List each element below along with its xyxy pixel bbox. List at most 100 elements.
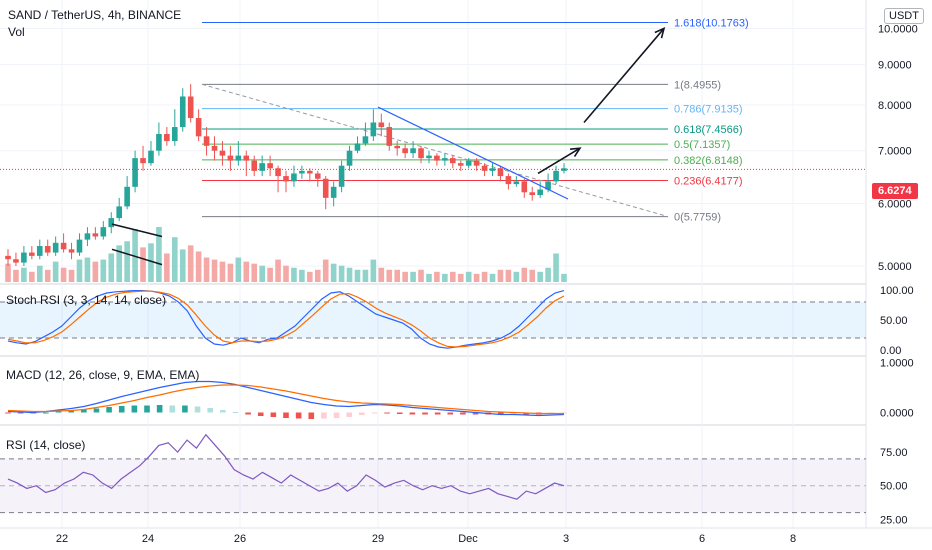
time-tick-label: 24 bbox=[142, 533, 154, 545]
candle-body bbox=[36, 246, 43, 256]
candle-body bbox=[299, 170, 305, 174]
volume-bar bbox=[283, 265, 289, 282]
macd-histogram-bar bbox=[498, 412, 504, 415]
currency-badge[interactable]: USDT bbox=[884, 8, 924, 24]
volume-bar bbox=[442, 273, 448, 282]
candle-body bbox=[545, 181, 551, 190]
candle-body bbox=[195, 118, 202, 137]
candle-body bbox=[251, 160, 258, 171]
candle-body bbox=[52, 242, 59, 253]
macd-histogram-bar bbox=[396, 412, 403, 414]
volume-bar bbox=[529, 269, 536, 282]
volume-bar bbox=[394, 269, 400, 282]
macd-histogram-bar bbox=[434, 412, 441, 415]
candle-body bbox=[513, 181, 520, 185]
volume-bar bbox=[100, 259, 107, 282]
candle-body bbox=[521, 181, 528, 193]
candle-body bbox=[132, 158, 138, 187]
flag-line-lower bbox=[111, 248, 163, 266]
candle-body bbox=[21, 252, 27, 263]
macd-histogram-bar bbox=[245, 412, 251, 415]
volume-bar bbox=[545, 267, 551, 282]
volume-bar bbox=[346, 267, 353, 282]
candle-body bbox=[219, 150, 226, 156]
macd-histogram-bar bbox=[81, 409, 87, 413]
volume-bar bbox=[21, 267, 27, 282]
fib-level-label: 0.236(6.4177) bbox=[674, 175, 743, 187]
stoch-rsi-label[interactable]: Stoch RSI (3, 3, 14, 14, close) bbox=[6, 293, 167, 307]
candle-body bbox=[505, 176, 512, 185]
macd-histogram-bar bbox=[472, 412, 479, 415]
candle-body bbox=[124, 186, 130, 207]
volume-bar bbox=[44, 269, 51, 282]
time-tick-label: 29 bbox=[372, 533, 384, 545]
candle-body bbox=[537, 189, 543, 196]
candle-body bbox=[410, 148, 416, 154]
volume-bar bbox=[124, 241, 130, 282]
candle-body bbox=[362, 136, 369, 144]
rsi-label[interactable]: RSI (14, close) bbox=[6, 438, 86, 452]
candle-body bbox=[322, 178, 329, 198]
trend-line bbox=[377, 106, 569, 200]
volume-bar bbox=[465, 271, 472, 282]
macd-label[interactable]: MACD (12, 26, close, 9, EMA, EMA) bbox=[6, 368, 200, 382]
candle-body bbox=[140, 158, 146, 164]
last-price-tag: 6.6274 bbox=[872, 183, 918, 199]
time-tick-label: 26 bbox=[234, 533, 246, 545]
volume-bar bbox=[92, 261, 99, 282]
volume-bar bbox=[307, 271, 313, 282]
candle-body bbox=[172, 127, 178, 142]
volume-bar bbox=[561, 273, 567, 282]
candle-body bbox=[267, 163, 273, 169]
candle-body bbox=[457, 163, 464, 166]
macd-histogram-bar bbox=[17, 412, 24, 414]
volume-bar bbox=[314, 269, 321, 282]
volume-bar bbox=[203, 257, 210, 282]
candle-body bbox=[275, 168, 281, 177]
candle-body bbox=[370, 122, 377, 137]
stoch-rsi-tick-label: 0.00 bbox=[880, 345, 901, 357]
candle-body bbox=[187, 96, 194, 119]
volume-bar bbox=[172, 237, 178, 282]
candle-body bbox=[76, 239, 83, 253]
volume-bar bbox=[410, 271, 416, 282]
candle-body bbox=[442, 158, 448, 161]
volume-bar bbox=[36, 265, 43, 282]
macd-histogram-bar bbox=[207, 408, 213, 413]
stoch-rsi-tick-label: 100.00 bbox=[880, 285, 914, 297]
candle-body bbox=[553, 170, 559, 182]
candle-body bbox=[346, 150, 353, 166]
stoch-rsi-tick-label: 50.00 bbox=[880, 315, 908, 327]
chart-title: SAND / TetherUS, 4h, BINANCE bbox=[8, 8, 182, 22]
macd-histogram-bar bbox=[270, 412, 277, 417]
macd-histogram-bar bbox=[169, 405, 176, 413]
candle-body bbox=[227, 155, 234, 161]
time-tick-label: 22 bbox=[56, 533, 68, 545]
candle-body bbox=[5, 255, 11, 260]
fib-level-label: 1.618(10.1763) bbox=[674, 17, 749, 29]
macd-histogram-bar bbox=[182, 405, 188, 413]
macd-histogram-bar bbox=[384, 412, 390, 414]
macd-histogram-bar bbox=[447, 412, 454, 415]
candle-body bbox=[402, 148, 408, 154]
macd-tick-label: 0.0000 bbox=[880, 408, 914, 420]
time-tick-label: Dec bbox=[458, 533, 478, 545]
fib-level-label: 0.5(7.1357) bbox=[674, 139, 730, 151]
macd-histogram-bar bbox=[510, 412, 517, 415]
volume-bar bbox=[235, 257, 242, 282]
macd-histogram-bar bbox=[106, 407, 112, 413]
volume-bar bbox=[267, 267, 273, 282]
volume-label: Vol bbox=[8, 25, 25, 39]
volume-bar bbox=[450, 271, 456, 282]
volume-bar bbox=[322, 259, 329, 282]
volume-bar bbox=[156, 227, 162, 282]
candle-body bbox=[92, 233, 99, 237]
volume-bar bbox=[370, 259, 377, 282]
candle-body bbox=[211, 145, 218, 151]
volume-bar bbox=[211, 259, 218, 282]
candle-body bbox=[450, 158, 456, 164]
volume-bar bbox=[481, 271, 488, 282]
candle-body bbox=[307, 170, 313, 174]
macd-histogram-bar bbox=[5, 412, 11, 414]
